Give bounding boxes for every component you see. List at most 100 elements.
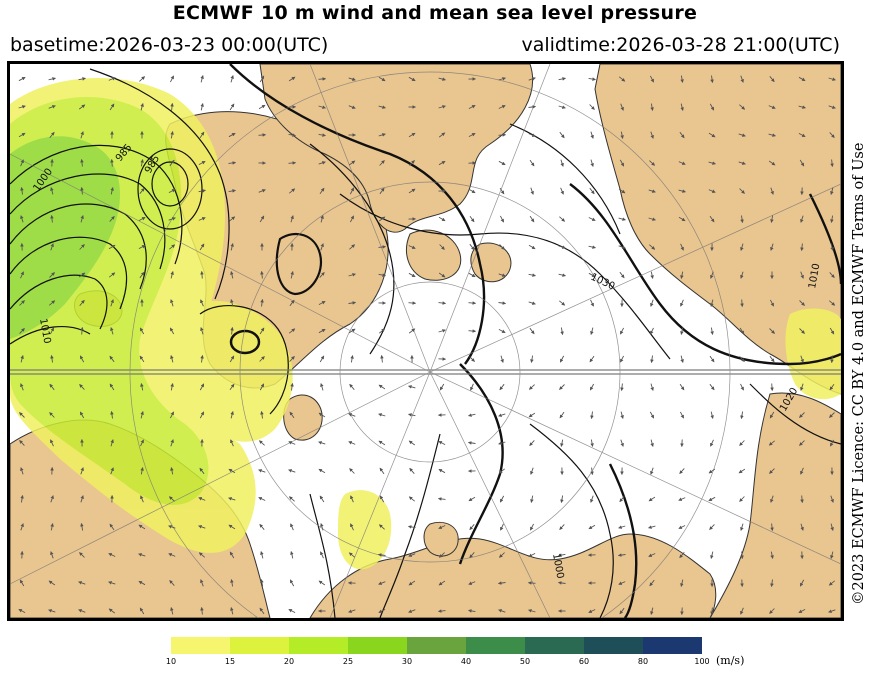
wind-arrow bbox=[498, 160, 506, 166]
isobar-line bbox=[749, 383, 841, 445]
wind-arrow bbox=[139, 355, 145, 363]
wind-arrow bbox=[620, 355, 624, 363]
wind-arrow bbox=[140, 411, 144, 419]
wind-arrow bbox=[318, 468, 326, 474]
wind-arrow bbox=[50, 439, 54, 447]
wind-arrow bbox=[379, 467, 385, 475]
colorbar-tick-label: 80 bbox=[637, 657, 649, 666]
wind-arrow bbox=[467, 441, 476, 445]
wind-arrow bbox=[618, 245, 626, 249]
wind-arrow bbox=[469, 356, 475, 362]
wind-arrow bbox=[79, 244, 85, 250]
wind-arrow bbox=[680, 75, 684, 83]
isobar-label: 1010 bbox=[37, 318, 52, 345]
wind-arrow bbox=[229, 551, 235, 559]
wind-arrow bbox=[709, 215, 715, 223]
canadian-archipelago-land bbox=[259, 64, 534, 233]
wind-arrow bbox=[258, 104, 266, 110]
wind-arrow bbox=[288, 609, 296, 613]
wind-arrow bbox=[800, 467, 804, 475]
wind-arrow bbox=[528, 553, 536, 557]
wind-arrow bbox=[80, 186, 84, 195]
wind-arrow bbox=[738, 161, 746, 165]
wind-arrow bbox=[408, 413, 416, 417]
wind-arrow bbox=[200, 75, 204, 83]
wind-arrow bbox=[618, 217, 626, 221]
wind-arrow bbox=[738, 133, 746, 137]
wind-arrow bbox=[800, 243, 804, 252]
wind-arrow bbox=[80, 158, 84, 167]
wind-arrow bbox=[230, 243, 234, 251]
wind-arrow bbox=[288, 161, 297, 165]
wind-arrow bbox=[498, 133, 507, 137]
colorbar-tick-label: 30 bbox=[401, 657, 413, 666]
license-text-container: ©2023 ECMWF Licence: CC BY 4.0 and ECMWF… bbox=[849, 80, 869, 610]
wind-arrow bbox=[168, 189, 176, 193]
wind-arrow bbox=[320, 243, 324, 251]
wind-arrow bbox=[50, 523, 54, 531]
wind-arrow bbox=[259, 215, 265, 223]
wind-arrow bbox=[140, 467, 144, 475]
wind-arrow bbox=[740, 523, 744, 531]
wind-shading-layer bbox=[10, 77, 841, 570]
wind-arrow bbox=[770, 551, 774, 559]
wind-arrow bbox=[318, 301, 326, 305]
wind-arrow bbox=[499, 383, 505, 391]
wind-arrow bbox=[79, 355, 85, 363]
wind-arrow bbox=[20, 186, 24, 195]
wind-arrow bbox=[740, 607, 744, 615]
wind-arrow bbox=[740, 243, 744, 251]
wind-arrow bbox=[140, 439, 144, 447]
wind-arrow bbox=[498, 301, 507, 305]
wind-arrow bbox=[138, 580, 146, 586]
wind-arrow bbox=[739, 188, 745, 194]
basetime-label: basetime:2026-03-23 00:00(UTC) bbox=[10, 34, 329, 56]
wind-arrow bbox=[78, 77, 86, 81]
wind-arrow bbox=[348, 301, 357, 305]
map-canvas: 1000 985 985 1010 1030 1010 1020 1000 bbox=[10, 64, 841, 618]
wind-arrow bbox=[468, 301, 477, 305]
wind-arrow bbox=[228, 497, 236, 501]
wind-arrow bbox=[409, 160, 415, 166]
wind-arrow bbox=[768, 440, 775, 446]
wind-arrow bbox=[619, 496, 625, 503]
wind-arrow bbox=[800, 523, 804, 531]
wind-arrow bbox=[468, 581, 476, 585]
wind-arrow bbox=[378, 384, 386, 390]
wind-arrow bbox=[349, 187, 355, 195]
wind-arrow bbox=[348, 609, 356, 613]
wind-arrow bbox=[560, 187, 564, 195]
wind-arrow bbox=[288, 328, 296, 334]
wind-arrow bbox=[19, 439, 25, 446]
wind-arrow bbox=[348, 413, 356, 417]
wind-arrow bbox=[108, 553, 116, 557]
wind-arrow bbox=[589, 187, 595, 195]
wind-arrow bbox=[170, 271, 174, 279]
wind-arrow bbox=[348, 105, 356, 109]
wind-arrow bbox=[138, 524, 146, 530]
wind-arrow bbox=[829, 300, 836, 306]
wind-arrow bbox=[468, 496, 476, 502]
wind-arrow bbox=[168, 525, 176, 529]
license-text: ©2023 ECMWF Licence: CC BY 4.0 and ECMWF… bbox=[851, 142, 867, 605]
wind-arrow bbox=[48, 77, 56, 81]
wind-arrow bbox=[378, 524, 385, 530]
colorbar bbox=[171, 637, 702, 654]
wind-arrow bbox=[739, 104, 746, 110]
colorbar-segment bbox=[348, 637, 407, 654]
wind-arrow bbox=[378, 76, 386, 82]
wind-arrow bbox=[169, 244, 176, 250]
wind-arrow bbox=[769, 608, 775, 614]
wind-arrow bbox=[78, 581, 86, 585]
wind-arrow bbox=[289, 411, 295, 419]
wind-arrow bbox=[678, 497, 686, 501]
wind-arrow bbox=[20, 159, 24, 167]
wind-arrow bbox=[439, 244, 445, 250]
wind-arrow bbox=[409, 467, 415, 474]
wind-arrow bbox=[768, 133, 776, 137]
wind-arrow bbox=[258, 469, 266, 473]
wind-arrow bbox=[830, 495, 834, 503]
wind-arrow bbox=[798, 76, 806, 82]
wind-arrow bbox=[80, 215, 84, 223]
wind-arrow bbox=[170, 411, 174, 419]
